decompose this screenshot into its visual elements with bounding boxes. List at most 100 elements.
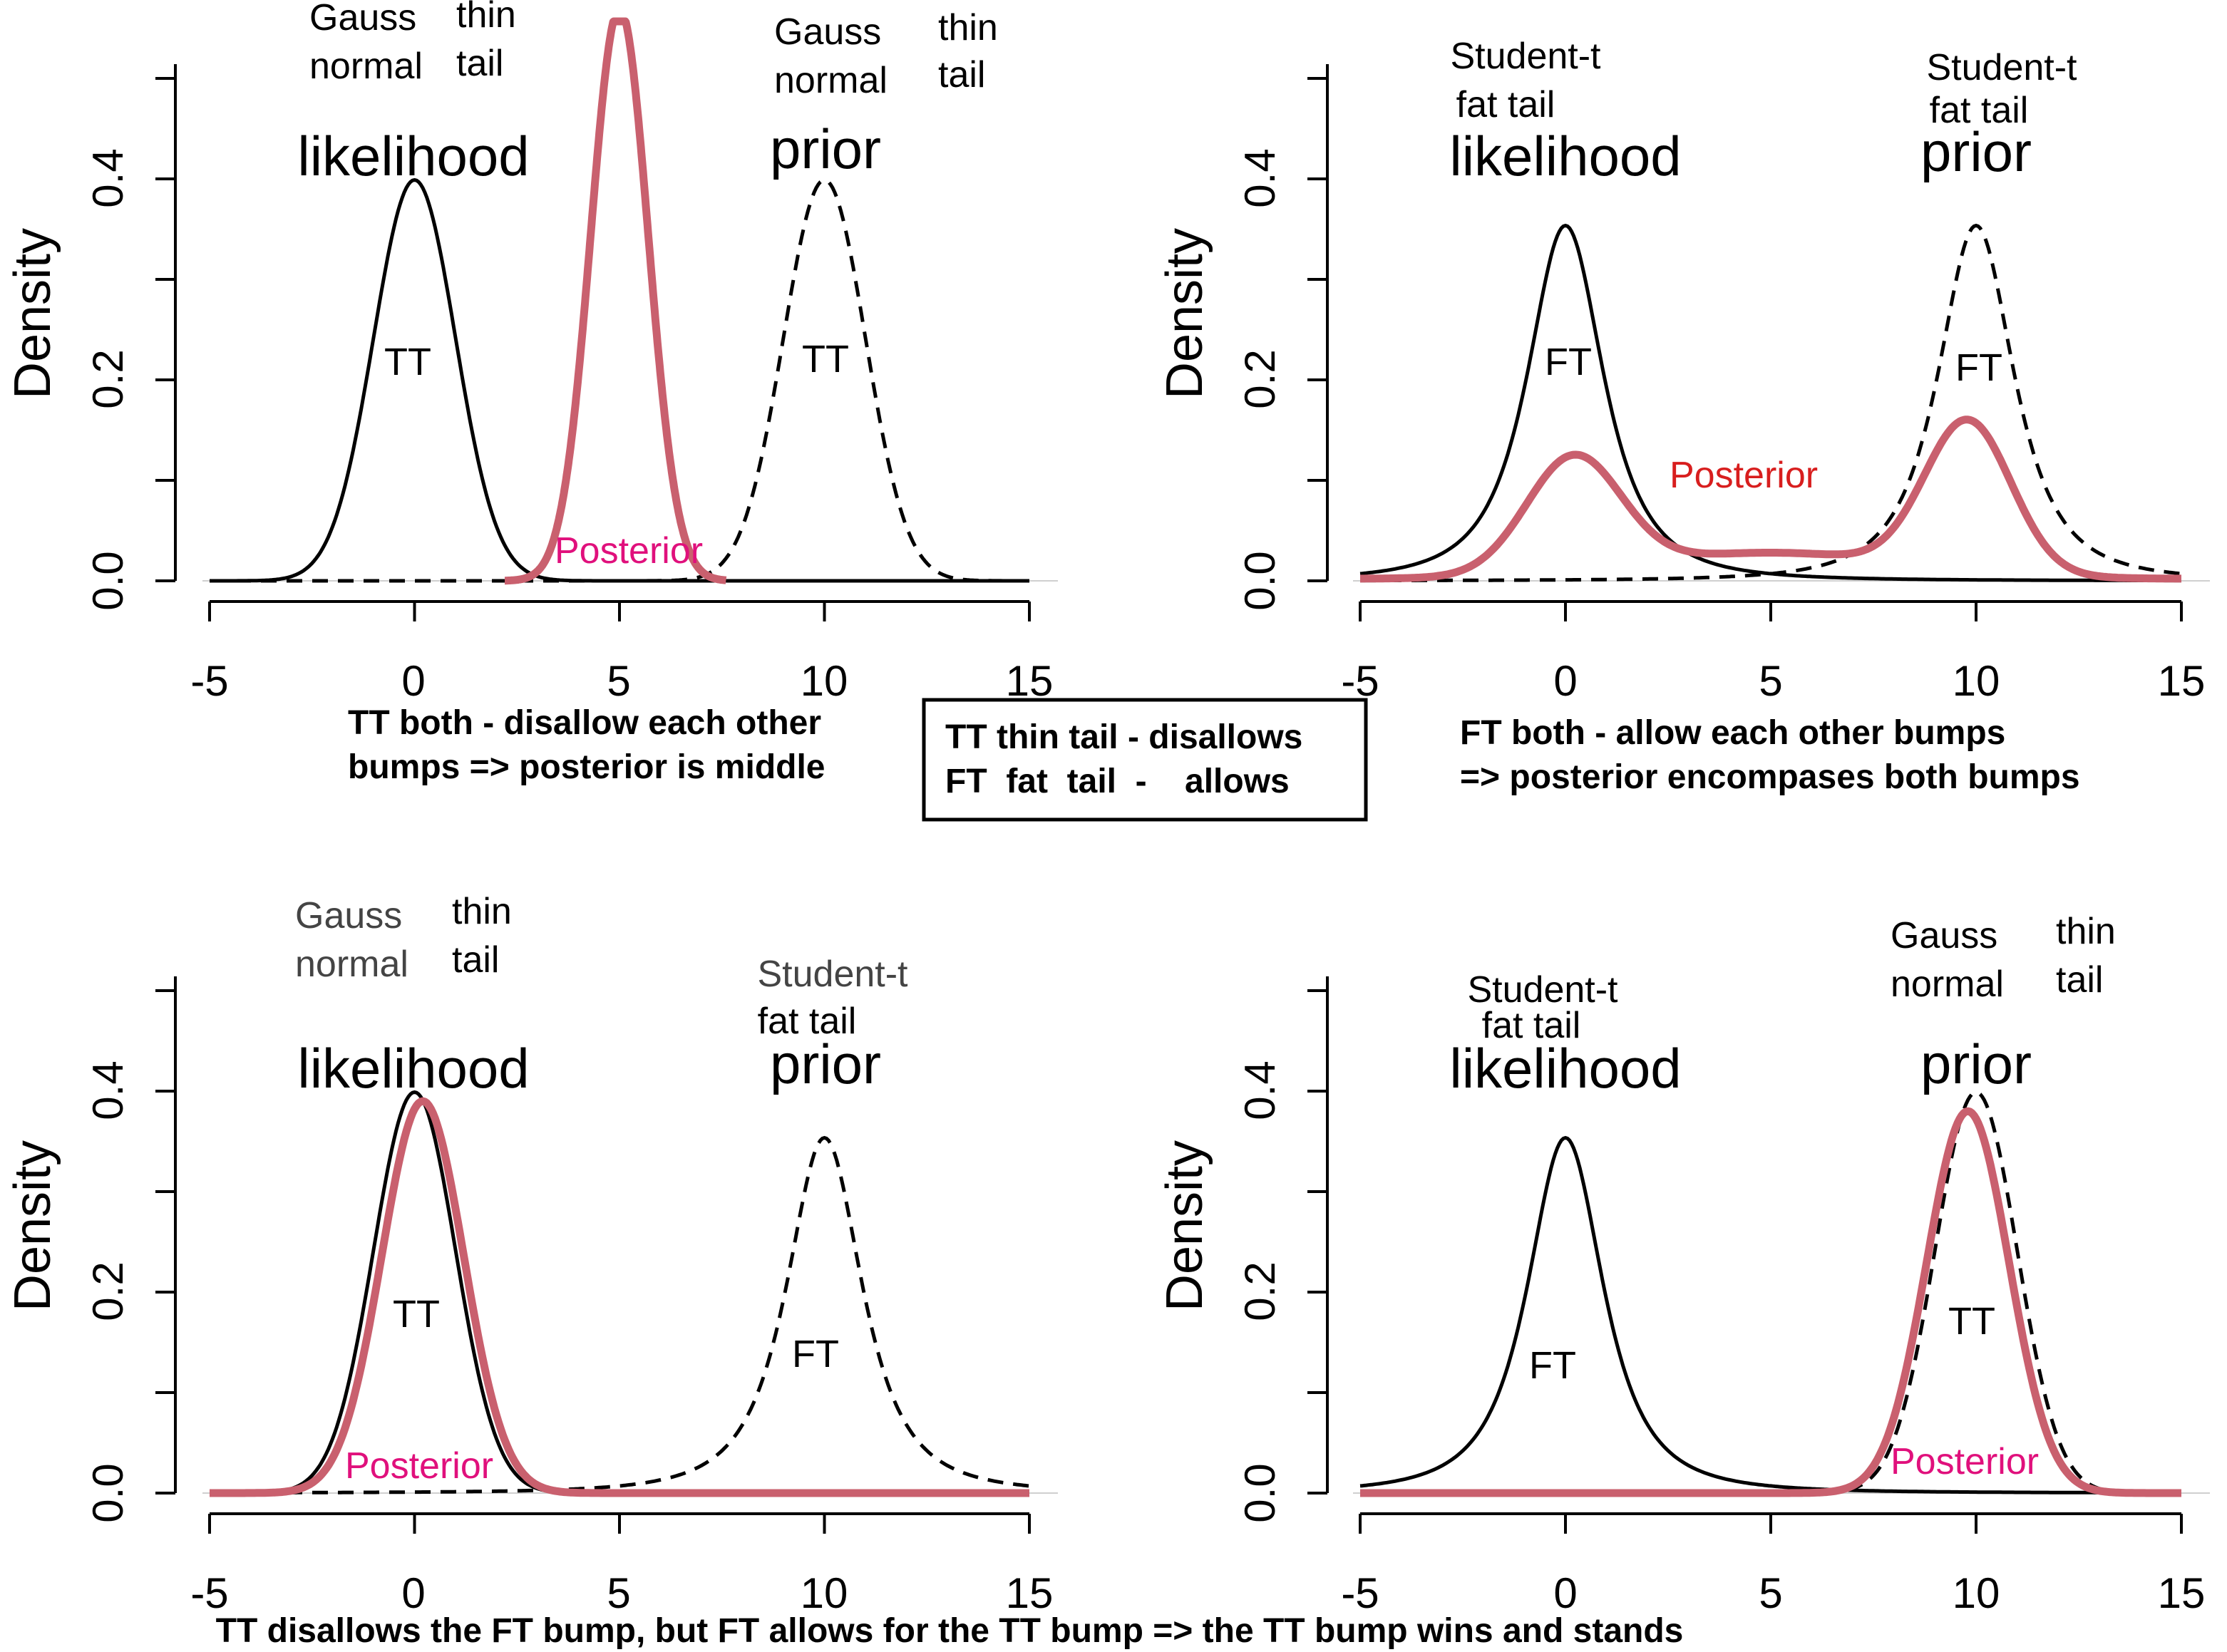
x-tick-label: 15 — [2158, 1569, 2206, 1617]
x-tick-label: 5 — [1759, 1569, 1782, 1617]
prior-annotation: normal — [774, 60, 888, 101]
likelihood-annotation: Gauss — [309, 0, 416, 38]
y-axis-label: Density — [4, 1140, 61, 1311]
likelihood-annotation: thin — [456, 0, 516, 36]
axes — [1307, 64, 2210, 621]
tick-labels: -5 0 5 10 15 0.0 0.2 0.4 — [1236, 148, 2205, 705]
prior-annotation: Student-t — [1926, 47, 2077, 88]
series-posterior-line — [207, 1097, 1032, 1497]
x-tick-label: -5 — [190, 657, 228, 705]
series-prior-line — [1360, 1090, 2181, 1495]
posterior-label: Posterior — [555, 530, 703, 572]
series-likelihood-line — [1359, 223, 2181, 583]
y-tick-label: 0.4 — [1236, 148, 1284, 207]
x-tick-label: 5 — [607, 657, 630, 705]
likelihood-title: likelihood — [1449, 1037, 1681, 1100]
prior-title: prior — [770, 118, 881, 180]
prior-title: prior — [1920, 1033, 2032, 1095]
x-tick-label: 5 — [1759, 657, 1782, 705]
legend-box-frame — [922, 698, 1368, 822]
x-tick-label: 10 — [801, 657, 848, 705]
y-tick-label: 0.2 — [84, 349, 132, 408]
x-tick-label: -5 — [1341, 657, 1379, 705]
likelihood-title: likelihood — [297, 125, 529, 187]
axes — [1307, 976, 2210, 1534]
prior-annotation: fat tail — [758, 1001, 857, 1042]
prior-annotation: fat tail — [1930, 90, 2029, 131]
panel-top-right: Density -5 0 5 10 15 0.0 0.2 0.4 Student… — [1156, 36, 2210, 796]
y-axis-label: Density — [4, 228, 61, 399]
likelihood-annotation: tail — [452, 939, 499, 981]
legend-box-line: FT fat tail - allows — [945, 763, 1290, 800]
y-tick-label: 0.2 — [1236, 1261, 1284, 1321]
curves — [1358, 223, 2184, 583]
likelihood-tag: FT — [1545, 341, 1592, 383]
prior-annotation: Gauss — [1891, 915, 1997, 956]
likelihood-tag: TT — [393, 1293, 440, 1336]
legend-box-line: TT thin tail - disallows — [945, 718, 1302, 756]
prior-tag: TT — [1948, 1300, 1995, 1343]
y-tick-label: 0.0 — [84, 551, 132, 610]
prior-annotation: Gauss — [774, 11, 881, 53]
series-posterior-line — [501, 17, 730, 585]
x-tick-label: 0 — [401, 657, 425, 705]
y-tick-label: 0.2 — [84, 1261, 132, 1321]
prior-annotation: Student-t — [757, 954, 908, 995]
likelihood-annotation: Student-t — [1450, 36, 1601, 77]
curves — [210, 17, 1029, 585]
posterior-label: Posterior — [1891, 1441, 2039, 1482]
panel-caption: TT both - disallow each other — [348, 704, 821, 742]
prior-tag: TT — [802, 338, 849, 381]
y-tick-label: 0.4 — [1236, 1060, 1284, 1120]
series-likelihood-line — [210, 177, 1029, 583]
likelihood-annotation: normal — [309, 46, 423, 87]
x-tick-label: -5 — [1341, 1569, 1379, 1617]
panel-bottom-left: Density -5 0 5 10 15 0.0 0.2 0.4 Gauss t… — [4, 891, 1058, 1617]
x-tick-label: 0 — [1553, 657, 1577, 705]
prior-tag: FT — [1955, 346, 2002, 389]
posterior-label: Posterior — [345, 1445, 493, 1487]
y-axis-label: Density — [1156, 228, 1213, 399]
tick-labels: -5 0 5 10 15 0.0 0.2 0.4 — [84, 1060, 1053, 1617]
x-tick-label: 0 — [401, 1569, 425, 1617]
bottom-caption: TT disallows the FT bump, but FT allows … — [216, 1612, 1684, 1650]
series-posterior-line — [1358, 415, 2184, 583]
y-tick-label: 0.2 — [1236, 349, 1284, 408]
x-tick-label: 15 — [1006, 657, 1054, 705]
axes — [155, 976, 1058, 1534]
prior-annotation: normal — [1891, 964, 2004, 1005]
series-prior-line — [1360, 223, 2182, 583]
x-tick-label: 0 — [1553, 1569, 1577, 1617]
y-axis-label: Density — [1156, 1140, 1213, 1311]
prior-annotation: tail — [938, 54, 985, 95]
y-tick-label: 0.0 — [1236, 1463, 1284, 1522]
x-tick-label: -5 — [190, 1569, 228, 1617]
likelihood-annotation: fat tail — [1482, 1005, 1581, 1046]
likelihood-title: likelihood — [297, 1037, 529, 1100]
posterior-label: Posterior — [1670, 455, 1818, 496]
panel-caption: bumps => posterior is middle — [348, 748, 826, 786]
x-tick-label: 10 — [1953, 657, 2000, 705]
series-posterior-line — [1358, 1107, 2184, 1497]
legend-box: TT thin tail - disallows FT fat tail - a… — [922, 698, 1368, 822]
prior-title: prior — [770, 1033, 881, 1095]
likelihood-annotation: tail — [456, 43, 503, 84]
panel-caption: FT both - allow each other bumps — [1460, 714, 2005, 752]
curves — [207, 1090, 1032, 1497]
prior-annotation: thin — [2056, 911, 2116, 952]
x-tick-label: 15 — [1006, 1569, 1054, 1617]
likelihood-annotation: fat tail — [1456, 84, 1555, 125]
prior-annotation: thin — [938, 7, 998, 48]
series-prior-line — [210, 1135, 1030, 1495]
x-tick-label: 15 — [2158, 657, 2206, 705]
series-likelihood-line — [210, 1090, 1029, 1495]
series-prior-line — [210, 177, 1029, 583]
likelihood-annotation: thin — [452, 891, 512, 932]
panel-bottom-right: Density -5 0 5 10 15 0.0 0.2 0.4 Student… — [1156, 911, 2210, 1617]
y-tick-label: 0.4 — [84, 148, 132, 207]
likelihood-annotation: Student-t — [1467, 969, 1618, 1011]
tick-labels: -5 0 5 10 15 0.0 0.2 0.4 — [1236, 1060, 2205, 1617]
panel-caption: => posterior encompases both bumps — [1460, 758, 2080, 796]
prior-title: prior — [1920, 120, 2032, 183]
